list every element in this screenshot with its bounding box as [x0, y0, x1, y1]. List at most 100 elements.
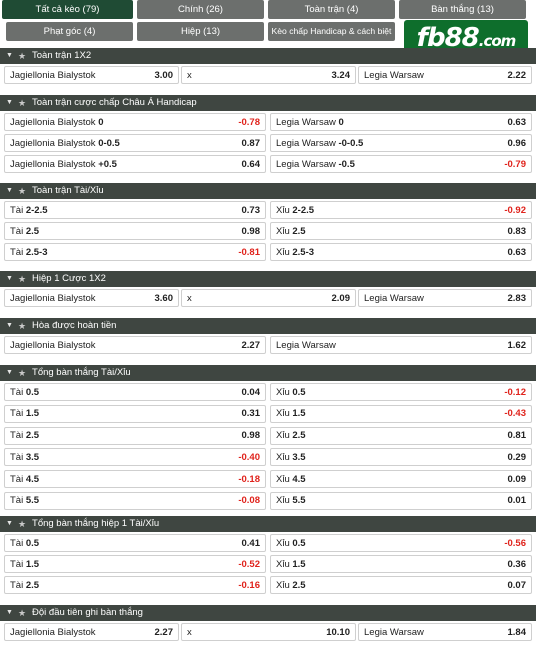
odds-cell[interactable]: Jagiellonia Bialystok 2.27 [4, 336, 266, 354]
favorite-star-icon[interactable]: ★ [17, 608, 27, 618]
odds-cell[interactable]: Tài 1.5 -0.52 [4, 555, 266, 573]
collapse-chevron-icon[interactable]: ▼ [6, 187, 13, 194]
tab-main[interactable]: Chính (26) [137, 0, 264, 19]
handicap-line: 2.5 [292, 430, 306, 442]
section-title: Toàn trận Tài/Xỉu [32, 185, 104, 196]
odds-cell[interactable]: Legia Warsaw 1.84 [358, 623, 532, 641]
section-title: Tổng bàn thắng Tài/Xỉu [32, 367, 131, 378]
collapse-chevron-icon[interactable]: ▼ [6, 609, 13, 616]
odds-cell[interactable]: Jagiellonia Bialystok 3.60 [4, 289, 179, 307]
odds-cell[interactable]: x 3.24 [181, 66, 356, 84]
odds-cell[interactable]: Xỉu 2-2.5 -0.92 [270, 201, 532, 219]
selection-name: Tài [10, 451, 24, 463]
odds-cell[interactable]: Tài 2.5 0.98 [4, 426, 266, 445]
odds-value: 0.07 [507, 579, 527, 591]
odds-cell[interactable]: Tài 0.5 0.04 [4, 383, 266, 401]
section-header[interactable]: ▼ ★ Hòa được hoàn tiền [0, 318, 536, 334]
collapse-chevron-icon[interactable]: ▼ [6, 99, 13, 106]
favorite-star-icon[interactable]: ★ [17, 321, 27, 331]
favorite-star-icon[interactable]: ★ [17, 98, 27, 108]
odds-cell[interactable]: Tài 3.5 -0.40 [4, 448, 266, 467]
odds-cell[interactable]: x 10.10 [181, 623, 356, 641]
odds-row: Jagiellonia Bialystok 2.27 Legia Warsaw 1.6… [0, 334, 536, 355]
odds-cell[interactable]: Legia Warsaw 1.62 [270, 336, 532, 354]
odds-cell[interactable]: Legia Warsaw -0.5 -0.79 [270, 155, 532, 173]
collapse-chevron-icon[interactable]: ▼ [6, 520, 13, 527]
selection-name: Jagiellonia Bialystok [10, 292, 96, 304]
odds-value: 0.63 [507, 116, 527, 128]
odds-cell[interactable]: Xỉu 0.5 -0.12 [270, 383, 532, 401]
collapse-chevron-icon[interactable]: ▼ [6, 369, 13, 376]
odds-cell[interactable]: Xỉu 5.5 0.01 [270, 491, 532, 510]
odds-cell[interactable]: Xỉu 2.5-3 0.63 [270, 243, 532, 261]
odds-cell[interactable]: Jagiellonia Bialystok +0.5 0.64 [4, 155, 266, 173]
odds-cell[interactable]: Tài 5.5 -0.08 [4, 491, 266, 510]
odds-value: 10.10 [326, 626, 350, 638]
tab-full-time[interactable]: Toàn trận (4) [268, 0, 395, 19]
odds-cell[interactable]: Tài 0.5 0.41 [4, 534, 266, 552]
odds-cell[interactable]: Tài 1.5 0.31 [4, 404, 266, 423]
favorite-star-icon[interactable]: ★ [17, 368, 27, 378]
odds-cell[interactable]: Jagiellonia Bialystok 0-0.5 0.87 [4, 134, 266, 152]
section-header[interactable]: ▼ ★ Toàn trận 1X2 [0, 48, 536, 64]
odds-value: 3.60 [154, 292, 174, 304]
odds-cell[interactable]: Xỉu 4.5 0.09 [270, 470, 532, 489]
tab-half[interactable]: Hiệp (13) [137, 22, 264, 41]
collapse-chevron-icon[interactable]: ▼ [6, 52, 13, 59]
odds-cell[interactable]: Xỉu 2.5 0.07 [270, 576, 532, 594]
collapse-chevron-icon[interactable]: ▼ [6, 275, 13, 282]
odds-cell[interactable]: Tài 4.5 -0.18 [4, 470, 266, 489]
tab-handicap-margin[interactable]: Kèo chấp Handicap & cách biệt (3) [268, 22, 395, 55]
odds-value: 0.09 [507, 473, 527, 485]
odds-cell[interactable]: Legia Warsaw 0 0.63 [270, 113, 532, 131]
section-header[interactable]: ▼ ★ Toàn trận cược chấp Châu Á Handicap [0, 95, 536, 111]
section-header[interactable]: ▼ ★ Đội đầu tiên ghi bàn thắng [0, 605, 536, 621]
odds-cell[interactable]: Tài 2-2.5 0.73 [4, 201, 266, 219]
odds-cell[interactable]: Xỉu 0.5 -0.56 [270, 534, 532, 552]
favorite-star-icon[interactable]: ★ [17, 519, 27, 529]
selection-label: Legia Warsaw 0 [276, 117, 344, 128]
odds-cell[interactable]: Xỉu 1.5 -0.43 [270, 404, 532, 423]
odds-row: Tài 0.5 0.41 Xỉu 0.5 -0.56 [0, 532, 536, 553]
section-header[interactable]: ▼ ★ Tổng bàn thắng hiệp 1 Tài/Xỉu [0, 516, 536, 532]
handicap-line: 1.5 [292, 408, 306, 420]
selection-label: Tài 1.5 [10, 408, 39, 419]
odds-cell[interactable]: Xỉu 1.5 0.36 [270, 555, 532, 573]
section-header[interactable]: ▼ ★ Hiệp 1 Cược 1X2 [0, 271, 536, 287]
selection-label: x [187, 293, 192, 304]
odds-cell[interactable]: Legia Warsaw -0-0.5 0.96 [270, 134, 532, 152]
section-header[interactable]: ▼ ★ Toàn trận Tài/Xỉu [0, 183, 536, 199]
selection-name: Xỉu [276, 386, 290, 398]
favorite-star-icon[interactable]: ★ [17, 274, 27, 284]
favorite-star-icon[interactable]: ★ [17, 186, 27, 196]
section-header[interactable]: ▼ ★ Tổng bàn thắng Tài/Xỉu [0, 365, 536, 381]
selection-label: Xỉu 5.5 [276, 495, 306, 506]
selection-name: Xỉu [276, 204, 290, 216]
odds-cell[interactable]: x 2.09 [181, 289, 356, 307]
odds-cell[interactable]: Xỉu 3.5 0.29 [270, 448, 532, 467]
selection-label: Jagiellonia Bialystok [10, 340, 96, 351]
odds-cell[interactable]: Xỉu 2.5 0.83 [270, 222, 532, 240]
selection-name: Tài [10, 408, 24, 420]
odds-cell[interactable]: Legia Warsaw 2.22 [358, 66, 532, 84]
selection-name: Jagiellonia Bialystok [10, 137, 96, 149]
tab-all-markets[interactable]: Tất cả kèo (79) [2, 0, 133, 19]
odds-cell[interactable]: Tài 2.5-3 -0.81 [4, 243, 266, 261]
odds-value: 0.98 [241, 430, 261, 442]
tab-goals[interactable]: Bàn thắng (13) [399, 0, 526, 19]
collapse-chevron-icon[interactable]: ▼ [6, 322, 13, 329]
handicap-line: 2.5 [292, 579, 306, 591]
odds-cell[interactable]: Tài 2.5 0.98 [4, 222, 266, 240]
odds-cell[interactable]: Tài 2.5 -0.16 [4, 576, 266, 594]
odds-cell[interactable]: Legia Warsaw 2.83 [358, 289, 532, 307]
tab-corners[interactable]: Phạt góc (4) [6, 22, 133, 41]
odds-cell[interactable]: Jagiellonia Bialystok 0 -0.78 [4, 113, 266, 131]
favorite-star-icon[interactable]: ★ [17, 51, 27, 61]
odds-cell[interactable]: Jagiellonia Bialystok 2.27 [4, 623, 179, 641]
odds-row: Tài 5.5 -0.08 Xỉu 5.5 0.01 [0, 490, 536, 512]
odds-row: Jagiellonia Bialystok 2.27 x 10.10 Legia War… [0, 621, 536, 642]
selection-name: Jagiellonia Bialystok [10, 339, 96, 351]
selection-label: Xỉu 2.5 [276, 580, 306, 591]
odds-cell[interactable]: Xỉu 2.5 0.81 [270, 426, 532, 445]
odds-cell[interactable]: Jagiellonia Bialystok 3.00 [4, 66, 179, 84]
